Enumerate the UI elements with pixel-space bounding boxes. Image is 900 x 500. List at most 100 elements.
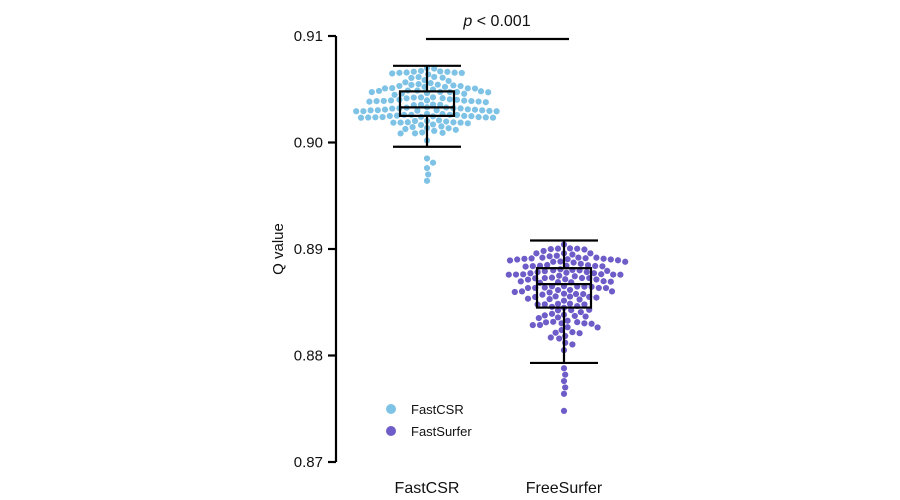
data-point-fastsurfer: [541, 268, 548, 275]
data-point-fastcsr: [389, 84, 396, 92]
data-point-fastsurfer: [528, 255, 535, 262]
data-point-fastcsr: [461, 97, 468, 104]
data-point-fastcsr: [396, 82, 403, 90]
data-point-fastcsr: [431, 73, 438, 81]
data-point-fastcsr: [451, 69, 458, 76]
data-point-fastsurfer: [554, 300, 562, 307]
data-point-fastcsr: [439, 74, 446, 81]
data-point-fastsurfer: [548, 310, 556, 317]
data-point-fastcsr: [381, 85, 389, 92]
data-point-fastcsr: [429, 94, 437, 101]
data-point-fastcsr: [441, 83, 449, 91]
data-point-fastcsr: [389, 105, 396, 112]
data-point-fastsurfer: [517, 278, 524, 285]
legend-label-fastsurfer: FastSurfer: [411, 424, 472, 439]
data-point-fastcsr: [453, 88, 461, 96]
data-point-fastsurfer: [505, 271, 512, 278]
data-point-fastsurfer: [582, 313, 589, 320]
legend: FastCSR FastSurfer: [386, 402, 472, 439]
data-point-fastcsr: [458, 69, 465, 77]
data-point-fastcsr: [445, 77, 452, 85]
data-point-fastcsr: [396, 69, 403, 76]
data-point-fastsurfer: [524, 295, 532, 302]
data-point-fastcsr: [417, 94, 425, 101]
data-point-fastcsr: [381, 106, 389, 113]
data-point-fastcsr: [489, 114, 497, 121]
data-point-fastcsr: [439, 129, 446, 136]
data-point-fastcsr: [434, 81, 441, 88]
data-point-fastsurfer: [533, 250, 540, 257]
data-point-fastsurfer: [588, 320, 595, 327]
data-point-fastcsr: [411, 117, 419, 125]
data-point-fastcsr: [468, 97, 475, 105]
data-point-fastsurfer: [581, 301, 588, 308]
y-tick-label: 0.88: [294, 348, 323, 365]
x-tick-label-fastcsr: FastCSR: [395, 480, 460, 497]
data-point-fastsurfer: [570, 259, 577, 266]
data-point-fastsurfer: [583, 268, 590, 276]
y-axis-title: Q value: [270, 223, 287, 275]
data-point-fastcsr: [353, 108, 360, 115]
data-point-fastsurfer: [546, 296, 553, 303]
data-point-fastcsr: [479, 107, 486, 114]
data-point-fastcsr: [374, 107, 381, 114]
data-point-fastcsr: [471, 85, 479, 92]
data-point-fastcsr: [402, 79, 409, 86]
data-point-fastcsr: [444, 68, 451, 75]
data-point-fastcsr: [417, 121, 425, 129]
data-point-fastcsr: [461, 90, 468, 97]
box-plots: [393, 64, 598, 365]
data-point-fastcsr: [402, 125, 409, 133]
data-point-fastcsr: [360, 108, 367, 115]
data-point-fastsurfer: [569, 341, 576, 348]
data-point-fastsurfer: [607, 278, 614, 285]
data-point-fastcsr: [415, 73, 422, 81]
data-point-fastcsr: [429, 159, 437, 166]
data-point-fastsurfer: [552, 293, 559, 300]
data-point-fastsurfer: [581, 320, 588, 327]
data-point-fastcsr: [389, 70, 396, 77]
data-point-fastcsr: [464, 106, 471, 113]
data-point-fastsurfer: [580, 291, 587, 298]
data-point-fastsurfer: [587, 250, 594, 257]
data-point-fastcsr: [367, 107, 374, 114]
data-point-fastcsr: [387, 97, 395, 104]
data-point-fastcsr: [477, 88, 485, 95]
data-point-fastsurfer: [553, 252, 560, 259]
iqr-box: [398, 90, 456, 117]
data-point-fastcsr: [429, 101, 437, 108]
data-point-fastcsr: [435, 117, 443, 124]
y-tick-label: 0.87: [294, 454, 323, 471]
data-point-fastsurfer: [554, 307, 562, 314]
data-point-fastsurfer: [529, 263, 536, 270]
data-point-fastcsr: [368, 89, 375, 96]
iqr-box: [535, 267, 593, 309]
data-point-fastcsr: [443, 118, 450, 125]
data-point-fastsurfer: [608, 288, 616, 295]
data-point-fastcsr: [417, 101, 425, 108]
data-point-fastsurfer: [511, 288, 518, 296]
data-point-fastsurfer: [576, 330, 583, 337]
data-point-fastcsr: [397, 130, 404, 137]
data-point-fastsurfer: [506, 257, 514, 264]
data-point-fastsurfer: [542, 319, 550, 326]
data-point-fastcsr: [431, 65, 438, 72]
significance-label: p < 0.001: [462, 13, 530, 30]
y-axis: 0.87 0.88 0.89 0.90 0.91: [294, 28, 338, 471]
data-point-fastcsr: [475, 113, 482, 121]
data-point-fastsurfer: [547, 334, 554, 341]
data-point-fastcsr: [482, 114, 489, 121]
data-point-fastsurfer: [535, 314, 542, 322]
y-tick-label: 0.89: [294, 241, 323, 258]
x-tick-label-freesurfer: FreeSurfer: [526, 480, 603, 497]
data-point-fastsurfer: [594, 324, 601, 331]
data-point-fastcsr: [391, 91, 398, 98]
box-fastcsr: [393, 64, 461, 148]
data-point-fastsurfer: [593, 276, 600, 283]
data-point-fastcsr: [433, 107, 440, 114]
data-point-fastcsr: [373, 98, 380, 105]
data-point-fastsurfer: [541, 312, 548, 319]
data-point-fastcsr: [429, 121, 437, 128]
data-point-fastsurfer: [574, 319, 581, 326]
